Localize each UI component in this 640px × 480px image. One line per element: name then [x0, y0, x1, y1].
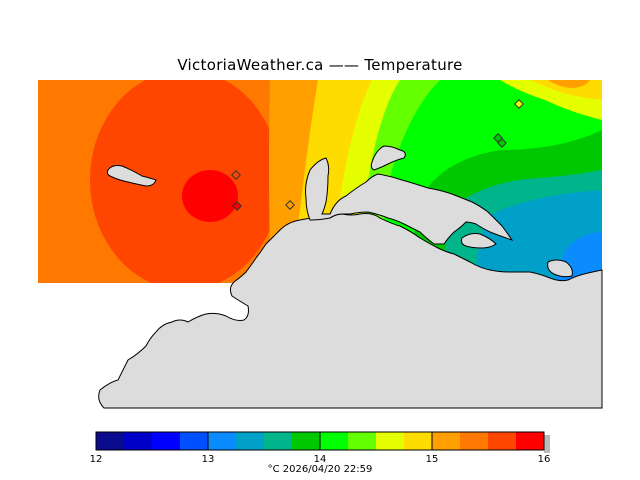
color-scale-bar [95, 431, 550, 453]
scale-swatch [516, 432, 544, 450]
island-north [370, 145, 406, 171]
station-marker[interactable] [497, 138, 507, 148]
scale-swatch [264, 432, 292, 450]
station-marker[interactable] [232, 201, 242, 211]
island-east-inlet [461, 233, 497, 249]
scale-swatch [96, 432, 124, 450]
units-and-timestamp: °C 2026/04/20 22:59 [267, 464, 373, 475]
scale-tick-label: 12 [90, 454, 103, 465]
scale-swatch [124, 432, 152, 450]
scale-swatch [292, 432, 320, 450]
island-south-tip [547, 259, 573, 278]
scale-tick-label: 14 [314, 454, 327, 465]
scale-swatch [236, 432, 264, 450]
scale-swatch [180, 432, 208, 450]
stations [231, 99, 524, 211]
scale-swatch [376, 432, 404, 450]
scale-swatch [152, 432, 180, 450]
mainland [98, 213, 603, 409]
scale-tick-label: 16 [538, 454, 551, 465]
scale-shadow [544, 435, 550, 453]
station-marker[interactable] [285, 200, 295, 210]
map-title: VictoriaWeather.ca —— Temperature [177, 56, 463, 74]
band-ne-15-25 [548, 80, 590, 88]
peninsula [305, 157, 514, 245]
scale-swatch [488, 432, 516, 450]
scale-swatch [460, 432, 488, 450]
scale-swatch [320, 432, 348, 450]
color-scale-ticks: 12 13 14 15 16 [90, 432, 551, 465]
scale-tick-label: 15 [426, 454, 439, 465]
scale-swatch [208, 432, 236, 450]
station-marker[interactable] [231, 170, 241, 180]
station-marker[interactable] [514, 99, 524, 109]
scale-swatch [348, 432, 376, 450]
scale-swatch [432, 432, 460, 450]
scale-tick-label: 13 [202, 454, 215, 465]
island-west [106, 165, 157, 187]
scale-swatch [404, 432, 432, 450]
land [98, 145, 603, 409]
band-16 [182, 170, 238, 222]
